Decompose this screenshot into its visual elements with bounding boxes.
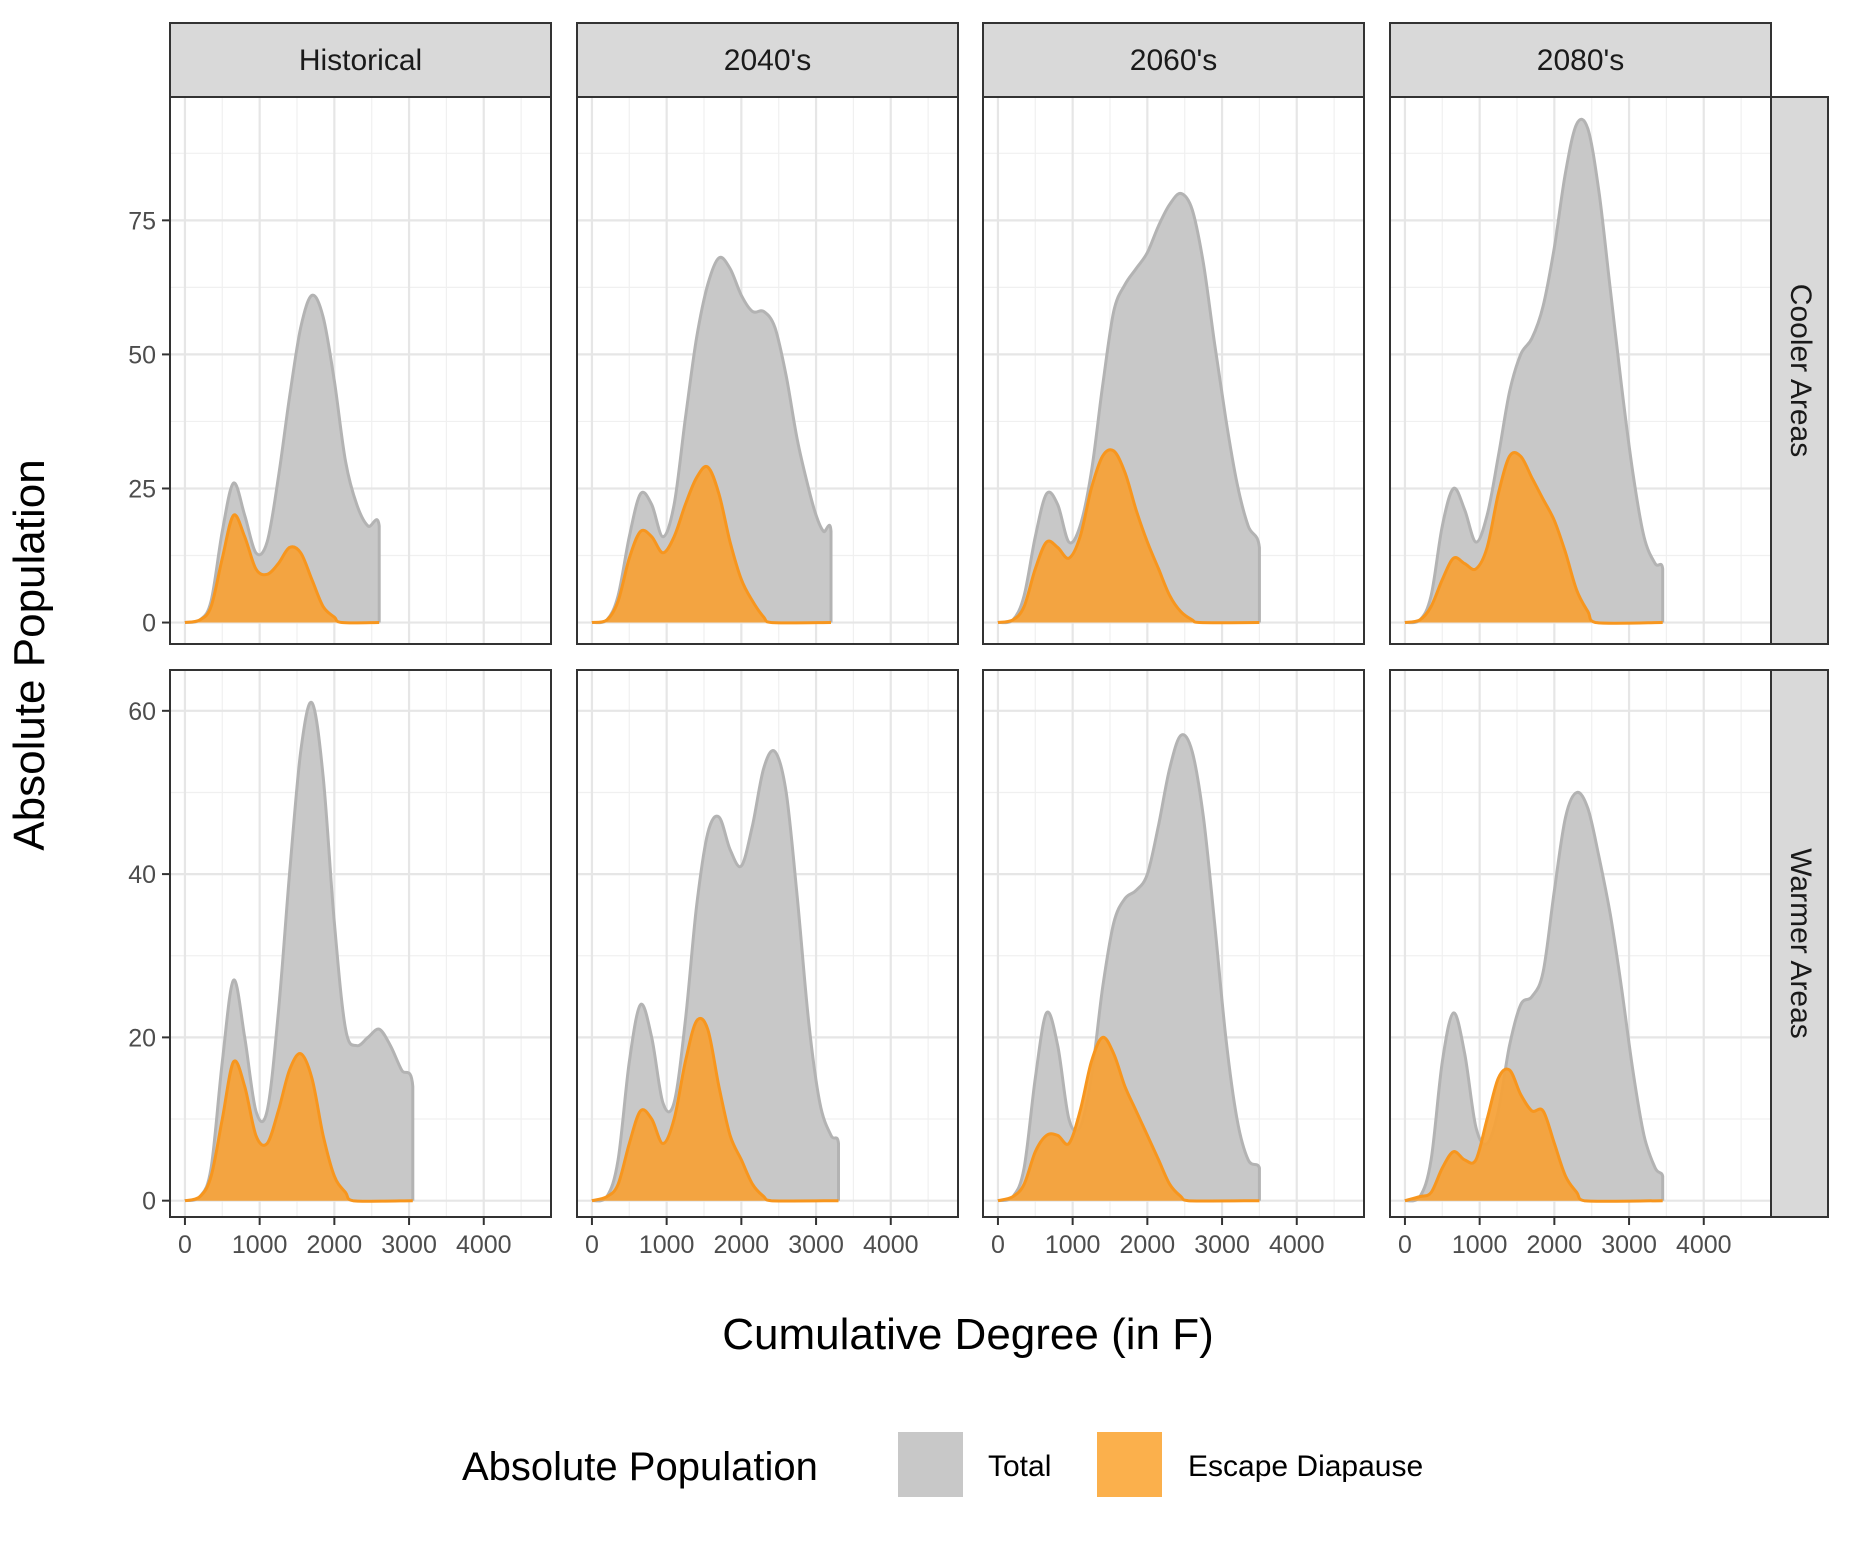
legend-swatch-escape (1097, 1432, 1162, 1497)
x-tick-label: 3000 (1194, 1231, 1250, 1259)
x-tick-label: 4000 (1676, 1231, 1732, 1259)
escape-diapause-series-line (591, 1016, 839, 1203)
total-series-area (591, 257, 831, 623)
panel-warmer-areas-historical: 0 1000 2000 3000 4000 (169, 669, 552, 1259)
x-tick-label: 1000 (1452, 1231, 1508, 1259)
total-series-area (997, 193, 1260, 623)
x-tick-label: 1000 (1045, 1231, 1101, 1259)
total-series-line (184, 293, 381, 624)
escape-diapause-series-area (184, 1053, 413, 1202)
x-tick-label: 4000 (456, 1231, 512, 1259)
total-series-line (591, 255, 833, 625)
total-series-line (1404, 790, 1665, 1203)
legend-label-escape: Escape Diapause (1188, 1450, 1423, 1483)
panel-cooler-areas-historical (169, 96, 552, 645)
escape-diapause-series-area (1404, 1068, 1663, 1202)
escape-diapause-series-area (997, 449, 1260, 623)
panel-cooler-areas-2060-s (982, 96, 1365, 645)
escape-diapause-series-line (997, 448, 1260, 625)
x-tick-label: 1000 (639, 1231, 695, 1259)
y-tick-label: 75 (128, 207, 156, 235)
y-axis-title: Absolute Population (5, 459, 54, 850)
y-tick-label: 20 (128, 1024, 156, 1052)
escape-diapause-series-area (997, 1037, 1260, 1202)
panels-layer: Historical 2040's 2060's 2080's Cooler Areas… (128, 22, 1829, 1259)
column-strip-2040-s (576, 22, 959, 98)
x-tick-label: 3000 (788, 1231, 844, 1259)
column-strip-historical (169, 22, 552, 98)
panel-cooler-areas-2040-s (576, 96, 959, 645)
legend-swatch-total (898, 1432, 963, 1497)
column-strip-label-2040-s: 2040's (724, 44, 811, 77)
escape-diapause-series-line (184, 1052, 413, 1203)
panel-warmer-areas-2060-s: 0 1000 2000 3000 4000 (982, 669, 1365, 1259)
x-tick-label: 2000 (714, 1231, 770, 1259)
escape-diapause-series-line (1404, 451, 1663, 625)
escape-diapause-series-area (1404, 452, 1663, 624)
x-tick-label: 0 (585, 1231, 599, 1259)
total-series-line (591, 749, 840, 1203)
x-tick-label: 0 (1398, 1231, 1412, 1259)
total-series-line (184, 700, 415, 1203)
y-tick-label: 50 (128, 341, 156, 369)
x-tick-label: 4000 (863, 1231, 919, 1259)
row-strip-cooler-areas (1769, 96, 1829, 645)
legend: Absolute Population Total Escape Diapaus… (462, 1432, 1423, 1497)
total-series-line (1404, 117, 1665, 625)
total-series-area (591, 750, 839, 1201)
column-strip-2080-s (1389, 22, 1772, 98)
y-tick-label: 40 (128, 861, 156, 889)
panel-warmer-areas-2080-s: 0 1000 2000 3000 4000 (1389, 669, 1772, 1259)
escape-diapause-series-area (591, 1018, 839, 1202)
x-tick-label: 2000 (307, 1231, 363, 1259)
x-axis-title: Cumulative Degree (in F) (722, 1310, 1214, 1359)
total-series-area (1404, 792, 1663, 1201)
panel-border (1389, 669, 1772, 1218)
x-tick-label: 2000 (1120, 1231, 1176, 1259)
x-tick-label: 3000 (381, 1231, 437, 1259)
x-tick-label: 3000 (1601, 1231, 1657, 1259)
x-tick-label: 4000 (1269, 1231, 1325, 1259)
escape-diapause-series-line (591, 464, 832, 625)
column-strip-label-historical: Historical (299, 44, 422, 77)
column-strip-label-2060-s: 2060's (1130, 44, 1217, 77)
total-series-line (997, 733, 1261, 1203)
total-series-area (1404, 119, 1663, 623)
panel-cooler-areas-2080-s (1389, 96, 1772, 645)
panel-border (169, 96, 552, 645)
y-tick-label: 25 (128, 475, 156, 503)
x-tick-label: 0 (178, 1231, 192, 1259)
row-strip-label-warmer-areas: Warmer Areas (1784, 848, 1817, 1039)
legend-label-total: Total (988, 1450, 1051, 1483)
legend-title: Absolute Population (462, 1445, 818, 1489)
escape-diapause-series-line (1404, 1067, 1663, 1203)
panel-border (576, 96, 959, 645)
panel-border (1389, 96, 1772, 645)
y-tick-label: 60 (128, 698, 156, 726)
escape-diapause-series-area (184, 514, 380, 623)
panel-border (982, 96, 1365, 645)
escape-diapause-series-line (184, 513, 380, 625)
escape-diapause-series-area (591, 466, 831, 623)
y-tick-label: 0 (142, 1188, 156, 1216)
total-series-line (997, 191, 1261, 625)
column-strip-label-2080-s: 2080's (1537, 44, 1624, 77)
panel-border (576, 669, 959, 1218)
panel-warmer-areas-2040-s: 0 1000 2000 3000 4000 (576, 669, 959, 1259)
panel-border (169, 669, 552, 1218)
column-strip-2060-s (982, 22, 1365, 98)
y-tick-label: 0 (142, 610, 156, 638)
escape-diapause-series-line (997, 1035, 1260, 1203)
panel-border (982, 669, 1365, 1218)
x-tick-label: 0 (991, 1231, 1005, 1259)
x-tick-label: 2000 (1527, 1231, 1583, 1259)
row-strip-label-cooler-areas: Cooler Areas (1784, 284, 1817, 457)
x-tick-label: 1000 (232, 1231, 288, 1259)
